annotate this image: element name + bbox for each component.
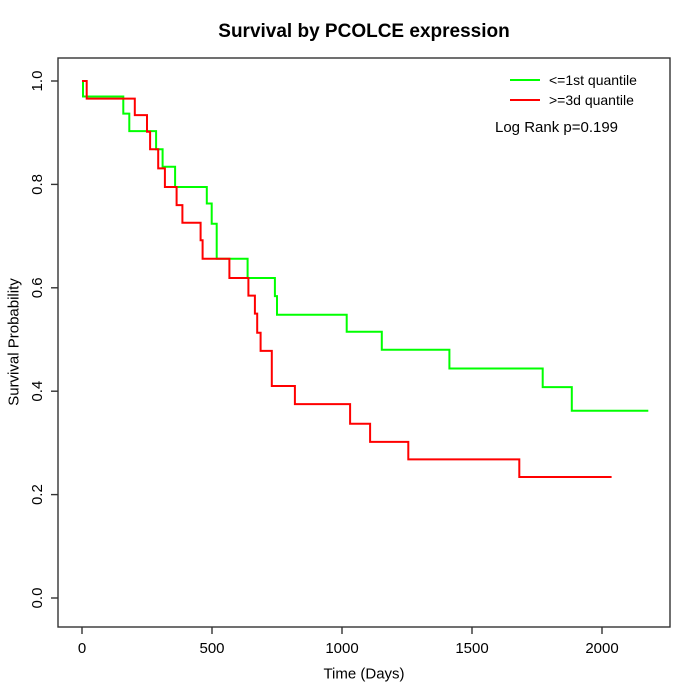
x-tick-label: 2000	[585, 640, 618, 657]
y-tick-label: 1.0	[29, 71, 46, 92]
x-tick-label: 1500	[455, 640, 488, 657]
legend-line-green	[510, 79, 540, 81]
y-tick-label: 0.2	[29, 484, 46, 505]
logrank-annotation: Log Rank p=0.199	[495, 119, 619, 136]
y-tick-label: 0.8	[29, 174, 46, 195]
legend-label-high-expression: >=3d quantile	[549, 92, 634, 108]
legend-row-low-expression: <=1st quantile	[495, 70, 637, 90]
survival-curves	[82, 80, 649, 478]
y-tick-label: 0.6	[29, 277, 46, 298]
y-tick-label: 0.4	[29, 381, 46, 402]
x-axis-title: Time (Days)	[323, 665, 405, 683]
plot-frame	[57, 57, 671, 628]
survival-curve-high-expression	[82, 80, 612, 478]
chart-title: Survival by PCOLCE expression	[218, 21, 510, 42]
survival-curve-low-expression	[82, 80, 649, 412]
x-tick-label: 500	[199, 640, 224, 657]
y-axis-title: Survival Probability	[5, 278, 23, 406]
legend-row-high-expression: >=3d quantile	[495, 90, 637, 110]
x-tick-label: 1000	[325, 640, 358, 657]
legend: <=1st quantile >=3d quantile Log Rank p=…	[495, 70, 637, 136]
axis-ticks: 0 500 1000 1500 2000 0.0 0.2 0.4 0.6 0.8 1.0	[29, 71, 619, 657]
y-tick-label: 0.0	[29, 588, 46, 609]
legend-label-low-expression: <=1st quantile	[549, 72, 637, 88]
x-tick-label: 0	[78, 640, 86, 657]
legend-line-red	[510, 99, 540, 101]
